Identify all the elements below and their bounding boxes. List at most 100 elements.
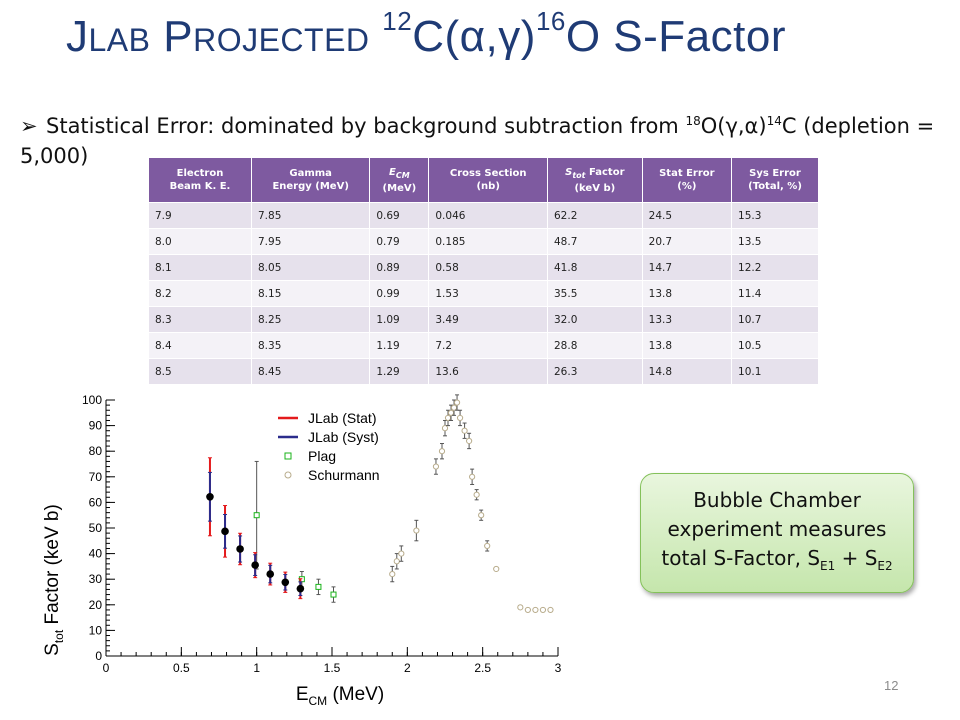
arrow-bullet-icon: ➢ bbox=[20, 114, 38, 138]
y-tick-label: 30 bbox=[89, 572, 103, 586]
table-cell: 0.99 bbox=[369, 280, 430, 307]
legend-label: JLab (Stat) bbox=[308, 410, 376, 426]
jlab-point bbox=[296, 584, 305, 593]
table-header-row: Electron Beam K. E. Gamma Energy (MeV) ECM (M… bbox=[149, 158, 819, 203]
column-header: Stot Factor (keV b) bbox=[547, 158, 643, 203]
table-cell: 0.89 bbox=[369, 254, 430, 281]
table-cell: 11.4 bbox=[731, 280, 819, 307]
schurmann-point bbox=[478, 512, 485, 519]
y-tick-label: 100 bbox=[82, 393, 102, 407]
jlab-point bbox=[251, 561, 259, 569]
table-cell: 1.09 bbox=[369, 306, 430, 333]
table-cell: 8.2 bbox=[149, 280, 252, 307]
table-cell: 8.35 bbox=[251, 332, 371, 359]
legend-label: Schurmann bbox=[308, 467, 380, 483]
table-cell: 8.15 bbox=[251, 280, 371, 307]
column-header: ECM (MeV) bbox=[369, 158, 430, 203]
table-cell: 8.0 bbox=[149, 228, 252, 255]
schurmann-point bbox=[447, 409, 455, 416]
schurmann-point bbox=[444, 414, 452, 422]
table-cell: 13.8 bbox=[642, 280, 733, 307]
table-cell: 7.2 bbox=[428, 332, 548, 359]
column-header: Sys Error (Total, %) bbox=[731, 158, 819, 203]
plag-point bbox=[315, 583, 322, 590]
table-cell: 32.0 bbox=[547, 306, 643, 333]
table-cell: 14.7 bbox=[642, 254, 733, 281]
table-cell: 8.45 bbox=[251, 358, 371, 384]
x-tick-label: 3 bbox=[555, 661, 562, 675]
chart-marks bbox=[206, 394, 554, 614]
legend-label: Plag bbox=[308, 448, 336, 464]
y-tick-label: 50 bbox=[89, 521, 103, 535]
table-cell: 0.58 bbox=[428, 254, 548, 281]
table-cell: 20.7 bbox=[642, 228, 733, 255]
table-cell: 0.79 bbox=[369, 228, 430, 255]
y-tick-label: 60 bbox=[89, 495, 103, 509]
bullet-statistical-error: ➢ Statistical Error: dominated by backgro… bbox=[20, 106, 950, 171]
column-header: Electron Beam K. E. bbox=[149, 158, 252, 203]
table-cell: 62.2 bbox=[547, 202, 643, 229]
schurmann-point bbox=[450, 404, 458, 411]
chart-legend: JLab (Stat) JLab (Syst) Plag Schurmann bbox=[278, 410, 380, 483]
table-cell: 8.5 bbox=[149, 358, 252, 384]
schurmann-point bbox=[484, 542, 491, 550]
x-tick-label: 2.5 bbox=[474, 661, 491, 675]
legend-circle-marker bbox=[284, 471, 292, 479]
x-tick-label: 2 bbox=[404, 661, 411, 675]
schurmann-point bbox=[441, 425, 449, 432]
schurmann-point bbox=[456, 414, 464, 422]
y-tick-label: 70 bbox=[89, 470, 103, 484]
jlab-point bbox=[206, 492, 214, 501]
table-cell: 14.8 bbox=[642, 358, 733, 384]
table-cell: 10.5 bbox=[731, 332, 819, 359]
table-row: 8.3 8.25 1.09 3.49 32.0 13.3 10.7 bbox=[149, 306, 819, 333]
schurmann-point bbox=[389, 570, 396, 578]
table-cell: 48.7 bbox=[547, 228, 643, 255]
y-tick-label: 20 bbox=[89, 598, 103, 612]
jlab-point bbox=[281, 578, 290, 587]
x-tick-label: 1.5 bbox=[324, 661, 341, 675]
table-cell: 8.4 bbox=[149, 332, 252, 359]
schurmann-point bbox=[493, 565, 500, 573]
table-cell: 7.95 bbox=[251, 228, 371, 255]
table-cell: 1.19 bbox=[369, 332, 430, 359]
schurmann-point bbox=[539, 606, 547, 614]
schurmann-point bbox=[469, 473, 476, 480]
schurmann-point bbox=[438, 448, 446, 455]
table-cell: 8.25 bbox=[251, 306, 371, 333]
table-cell: 24.5 bbox=[642, 202, 733, 229]
x-tick-label: 1 bbox=[253, 661, 260, 675]
table-cell: 1.53 bbox=[428, 280, 548, 307]
plag-point bbox=[253, 512, 260, 519]
jlab-point bbox=[236, 545, 244, 553]
schurmann-point bbox=[547, 606, 554, 614]
schurmann-point bbox=[473, 491, 480, 498]
schurmann-point bbox=[398, 550, 405, 557]
schurmann-point bbox=[453, 399, 461, 406]
y-tick-label: 90 bbox=[89, 419, 103, 433]
table-cell: 35.5 bbox=[547, 280, 643, 307]
jlab-point bbox=[266, 570, 275, 578]
table-cell: 13.5 bbox=[731, 228, 819, 255]
schurmann-point bbox=[461, 427, 468, 434]
table-cell: 1.29 bbox=[369, 358, 430, 384]
x-tick-label: 0 bbox=[103, 661, 110, 675]
table-row: 8.4 8.35 1.19 7.2 28.8 13.8 10.5 bbox=[149, 332, 819, 359]
table-row: 7.9 7.85 0.69 0.046 62.2 24.5 15.3 bbox=[149, 202, 819, 229]
legend-square-marker bbox=[284, 452, 292, 460]
table-cell: 15.3 bbox=[731, 202, 819, 229]
column-header: Stat Error (%) bbox=[642, 158, 733, 203]
table-cell: 28.8 bbox=[547, 332, 643, 359]
x-tick-label: 0.5 bbox=[173, 661, 190, 675]
schurmann-point bbox=[517, 604, 524, 611]
table-cell: 10.7 bbox=[731, 306, 819, 333]
schurmann-point bbox=[432, 463, 440, 470]
table-cell: 3.49 bbox=[428, 306, 548, 333]
table-row: 8.5 8.45 1.29 13.6 26.3 14.8 10.1 bbox=[149, 358, 819, 384]
y-tick-label: 10 bbox=[89, 623, 103, 637]
column-header: Gamma Energy (MeV) bbox=[251, 158, 371, 203]
schurmann-point bbox=[532, 606, 539, 614]
column-header: Cross Section (nb) bbox=[428, 158, 548, 203]
table-row: 8.2 8.15 0.99 1.53 35.5 13.8 11.4 bbox=[149, 280, 819, 307]
table-cell: 8.05 bbox=[251, 254, 371, 281]
